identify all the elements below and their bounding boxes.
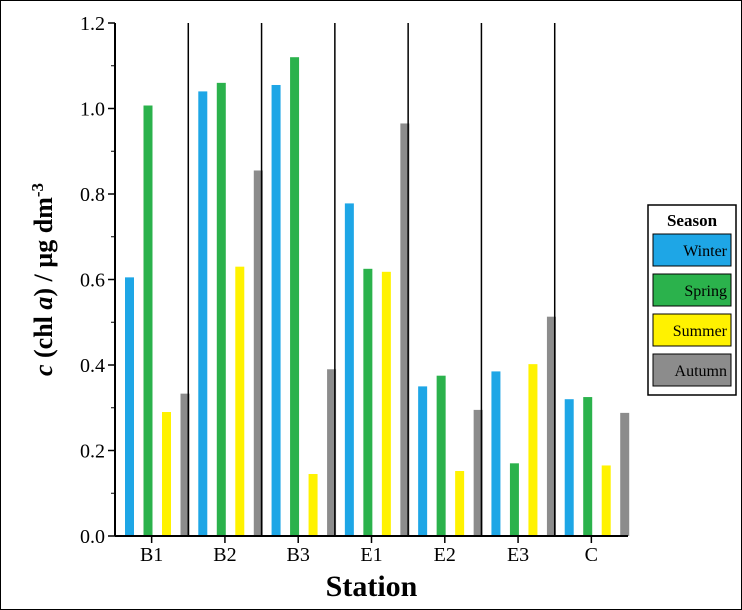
- y-tick-label: 0.2: [80, 441, 105, 463]
- station-separators: [187, 23, 556, 536]
- bar-winter-e1: [344, 203, 354, 536]
- y-axis-title-a: a: [29, 297, 58, 310]
- bar-spring-e3: [509, 463, 519, 536]
- bar-autumn-e3: [546, 316, 556, 536]
- legend: Season Winter Spring Summer Autumn: [647, 204, 737, 396]
- bar-spring-b3: [290, 57, 300, 536]
- bar-spring-e2: [436, 375, 446, 536]
- bar-winter-b3: [271, 84, 281, 537]
- x-tick-label: E1: [360, 544, 382, 566]
- bar-summer-b1: [162, 412, 171, 536]
- y-tick-label: 1.2: [80, 13, 105, 35]
- bar-spring-b1: [143, 105, 153, 536]
- y-tick-label: 1.0: [80, 99, 105, 121]
- bar-summer-c: [601, 465, 611, 536]
- bar-winter-e3: [491, 371, 501, 536]
- bar-winter-b2: [198, 91, 208, 537]
- bar-spring-c: [583, 397, 593, 536]
- bar-spring-e1: [363, 268, 373, 536]
- bar-autumn-e2: [473, 409, 483, 536]
- y-tick-label: 0.6: [80, 270, 105, 292]
- legend-swatch-summer: [652, 313, 732, 347]
- bar-autumn-c: [620, 412, 630, 536]
- x-tick-label: B3: [287, 544, 310, 566]
- bar-winter-e2: [418, 386, 428, 537]
- y-axis-title-rest: ) / µg dm: [29, 197, 58, 297]
- y-axis-title-sup: -3: [28, 183, 47, 197]
- y-tick-label: 0.0: [80, 526, 105, 548]
- bar-summer-b3: [308, 474, 318, 536]
- bar-autumn-b2: [253, 170, 263, 537]
- bar-autumn-e1: [400, 123, 410, 537]
- legend-items: Winter Spring Summer Autumn: [652, 233, 732, 387]
- legend-label-winter: Winter: [683, 243, 727, 260]
- x-tick-label: B2: [213, 544, 236, 566]
- y-axis-title-c: c: [29, 364, 58, 376]
- bar-summer-e3: [528, 364, 538, 536]
- y-tick-label: 0.8: [80, 184, 105, 206]
- legend-swatch-winter: [652, 233, 732, 267]
- y-axis-title-mid: (chl: [29, 310, 58, 365]
- legend-label-summer: Summer: [673, 323, 728, 340]
- bar-winter-c: [564, 399, 574, 536]
- legend-title: Season: [667, 211, 718, 230]
- x-ticks: B1 B2 B3 E1 E2 E3 C: [140, 536, 598, 566]
- bar-summer-e2: [455, 471, 465, 536]
- bar-summer-b2: [235, 266, 245, 536]
- bar-autumn-b3: [327, 369, 337, 536]
- x-tick-label: B1: [140, 544, 163, 566]
- y-axis-title: c (chl a) / µg dm-3: [28, 183, 59, 376]
- bar-winter-b1: [125, 277, 134, 536]
- legend-swatch-autumn: [652, 353, 732, 387]
- legend-swatch-spring: [652, 273, 732, 307]
- bars-layer: [125, 57, 630, 537]
- legend-label-spring: Spring: [684, 283, 727, 300]
- y-tick-label: 0.4: [80, 355, 105, 377]
- bar-spring-b2: [216, 82, 226, 536]
- x-tick-label: E2: [434, 544, 456, 566]
- x-tick-label: C: [585, 544, 598, 566]
- x-axis-title: Station: [326, 570, 418, 603]
- legend-label-autumn: Autumn: [675, 363, 727, 380]
- x-tick-label: E3: [507, 544, 529, 566]
- bar-summer-e1: [381, 271, 391, 536]
- bar-autumn-b1: [180, 393, 190, 536]
- y-ticks: 0.0 0.2 0.4 0.6 0.8 1.0 1.2: [80, 13, 115, 548]
